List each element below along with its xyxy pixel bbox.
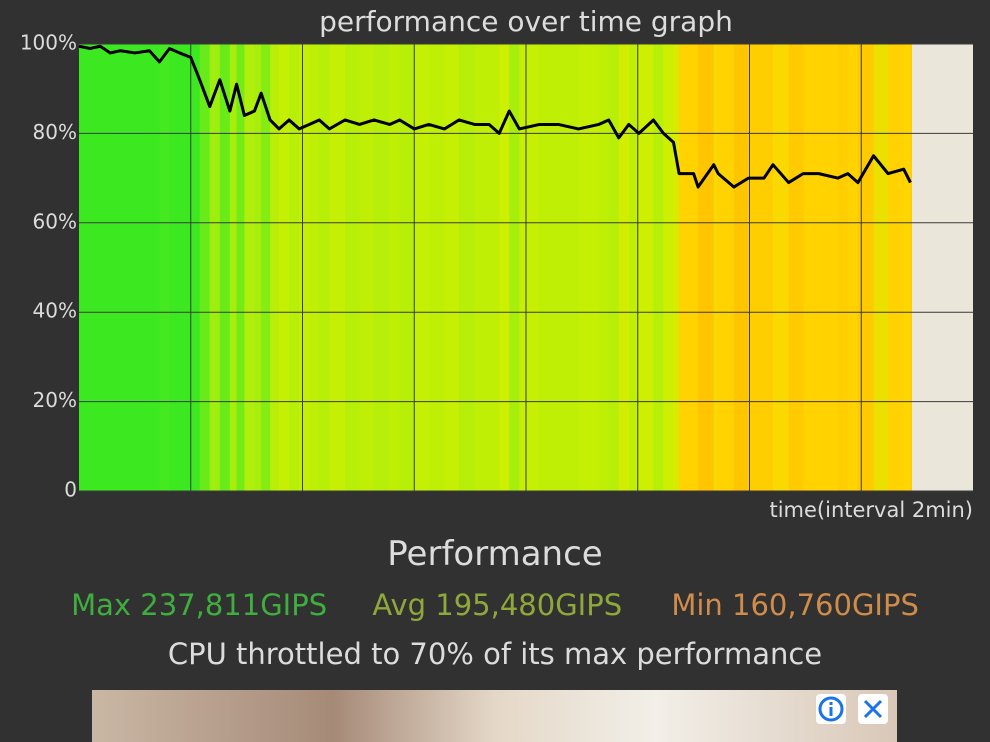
heat-column	[837, 44, 849, 491]
heat-column	[120, 44, 136, 491]
y-tick-label: 20%	[33, 388, 77, 412]
heat-column	[764, 44, 774, 491]
heat-column	[499, 44, 510, 491]
heat-column	[209, 44, 221, 491]
heat-column	[389, 44, 401, 491]
heat-column	[693, 44, 699, 491]
heat-column	[873, 44, 889, 491]
max-stat: Max 237,811GIPS	[71, 588, 328, 622]
heat-column	[803, 44, 820, 491]
close-icon	[863, 699, 883, 719]
heat-column	[428, 44, 445, 491]
y-tick-label: 0	[64, 478, 77, 502]
ad-close-button[interactable]	[858, 694, 888, 724]
avg-stat: Avg 195,480GIPS	[372, 588, 623, 622]
heat-column	[149, 44, 160, 491]
heat-column	[236, 44, 245, 491]
heat-column	[638, 44, 654, 491]
heat-column	[444, 44, 460, 491]
heat-column	[910, 44, 912, 491]
heat-column	[190, 44, 201, 491]
y-tick-label: 80%	[33, 120, 77, 144]
heat-column	[289, 44, 300, 491]
heat-column	[818, 44, 839, 491]
heat-column	[539, 44, 559, 491]
heat-column	[598, 44, 610, 491]
heat-column	[653, 44, 664, 491]
heat-column	[299, 44, 310, 491]
heat-column	[788, 44, 804, 491]
heat-column	[244, 44, 255, 491]
heat-column	[254, 44, 262, 491]
heat-column	[344, 44, 360, 491]
heat-column	[558, 44, 580, 491]
heat-column	[100, 44, 111, 491]
heat-column	[199, 44, 211, 491]
heat-column	[608, 44, 620, 491]
heat-column	[618, 44, 630, 491]
heat-column	[903, 44, 911, 491]
heat-column	[509, 44, 520, 491]
heat-column	[169, 44, 181, 491]
ad-banner[interactable]	[92, 690, 897, 742]
heat-column	[179, 44, 192, 491]
y-tick-label: 40%	[33, 299, 77, 323]
chart-title: performance over time graph	[319, 5, 733, 38]
heat-column	[847, 44, 859, 491]
heat-column	[399, 44, 415, 491]
ad-info-button[interactable]	[816, 694, 846, 724]
heat-column	[319, 44, 330, 491]
heat-column	[110, 44, 121, 491]
heat-column	[359, 44, 375, 491]
heat-column	[309, 44, 320, 491]
heat-column	[134, 44, 150, 491]
y-tick-label: 100%	[20, 31, 77, 55]
heat-column	[90, 44, 101, 491]
y-tick-label: 60%	[33, 209, 77, 233]
min-stat: Min 160,760GIPS	[671, 588, 919, 622]
heat-column	[458, 44, 476, 491]
throttle-note: CPU throttled to 70% of its max performa…	[167, 637, 823, 671]
x-axis-label: time(interval 2min)	[769, 498, 973, 522]
heat-column	[698, 44, 715, 491]
heat-column	[578, 44, 600, 491]
heat-column	[519, 44, 540, 491]
heat-column	[489, 44, 500, 491]
heat-column	[279, 44, 290, 491]
heat-column	[79, 44, 91, 491]
heat-column	[270, 44, 280, 491]
heat-column	[159, 44, 171, 491]
heat-column	[748, 44, 765, 491]
heat-column	[628, 44, 640, 491]
heat-column	[261, 44, 271, 491]
chart: performance over time graph time(interva…	[20, 5, 973, 522]
heat-column	[329, 44, 346, 491]
heat-column	[474, 44, 490, 491]
heat-column	[772, 44, 790, 491]
heat-column	[857, 44, 875, 491]
heat-column	[679, 44, 695, 491]
heat-column	[673, 44, 680, 491]
heat-column	[229, 44, 238, 491]
heat-column	[713, 44, 719, 491]
performance-heading: Performance	[387, 534, 603, 574]
heat-column	[718, 44, 735, 491]
stats-row: Max 237,811GIPS Avg 195,480GIPS Min 160,…	[0, 588, 990, 622]
heat-column	[663, 44, 675, 491]
heat-column	[414, 44, 430, 491]
heat-column	[374, 44, 391, 491]
heat-column	[888, 44, 905, 491]
heat-column	[219, 44, 231, 491]
heat-column	[733, 44, 749, 491]
performance-line	[78, 44, 912, 189]
info-icon	[818, 696, 844, 722]
